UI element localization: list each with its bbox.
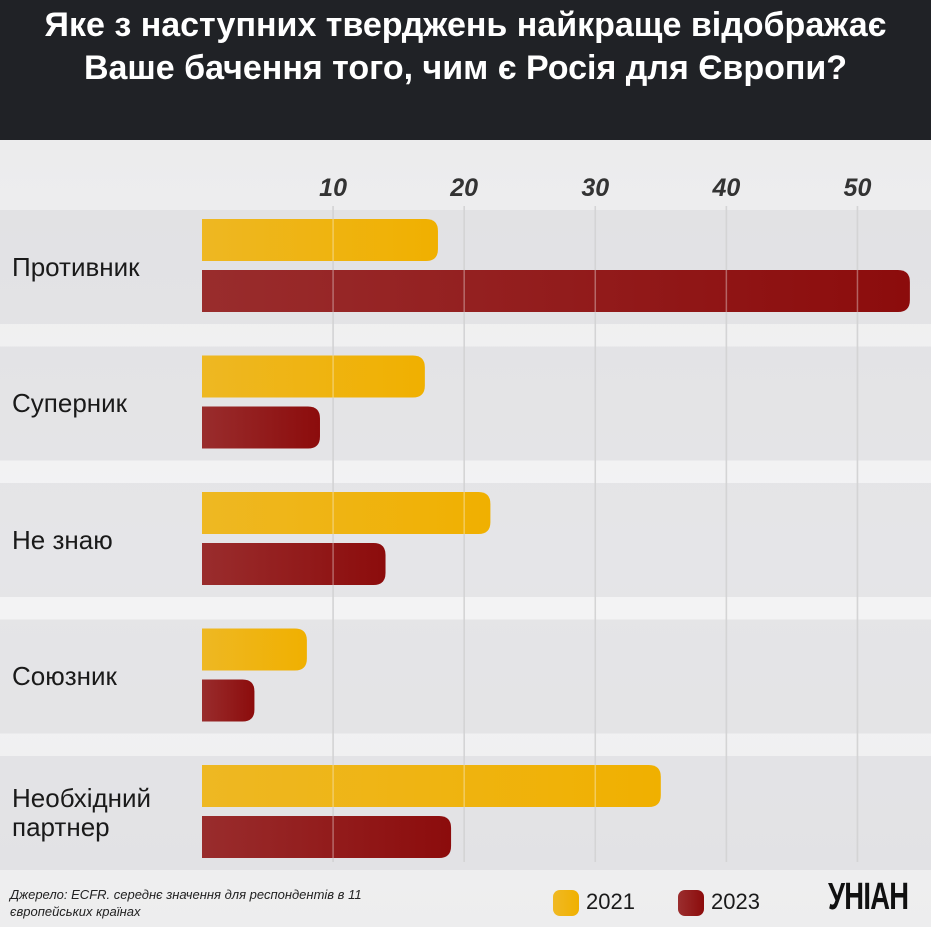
- bar: [202, 219, 438, 261]
- source-note: Джерело: ECFR. середнє значення для респ…: [10, 887, 362, 919]
- bar: [202, 270, 910, 312]
- category-label: Противник: [12, 251, 140, 282]
- legend-label: 2021: [586, 889, 635, 914]
- x-tick-label: 30: [581, 174, 609, 202]
- category-label: Необхідний партнер: [12, 783, 152, 842]
- category-label: Суперник: [12, 388, 128, 418]
- bar: [202, 543, 386, 585]
- row-band: [0, 619, 931, 734]
- legend-label: 2023: [711, 889, 760, 914]
- x-tick-label: 40: [711, 174, 740, 202]
- category-label: Союзник: [12, 661, 117, 691]
- bar: [202, 355, 425, 398]
- legend-swatch: [678, 890, 704, 916]
- logo: УНІАН: [828, 876, 909, 918]
- row-band: [0, 346, 931, 461]
- bar: [202, 628, 307, 671]
- legend-swatch: [553, 890, 579, 916]
- header: [0, 0, 931, 140]
- bar: [202, 406, 320, 449]
- bar: [202, 679, 255, 722]
- bar: [202, 492, 491, 534]
- x-tick-label: 20: [449, 174, 478, 202]
- bar: [202, 765, 661, 807]
- bar: [202, 816, 452, 858]
- category-label: Не знаю: [12, 524, 113, 555]
- x-tick-label: 10: [319, 174, 347, 202]
- chart-title: Яке з наступних тверджень найкраще відоб…: [44, 6, 887, 87]
- x-tick-label: 50: [844, 174, 872, 202]
